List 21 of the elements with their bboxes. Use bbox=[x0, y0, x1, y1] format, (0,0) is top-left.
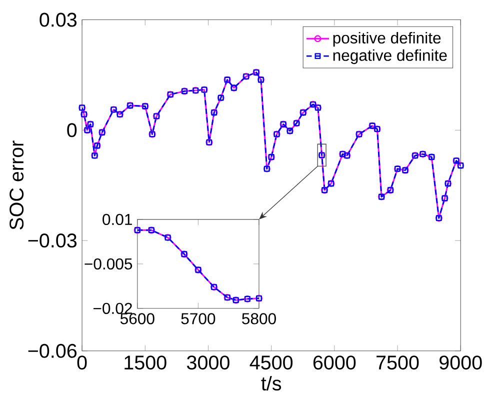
x-tick-label: 0 bbox=[77, 355, 87, 370]
x-tick-label: 5700 bbox=[181, 312, 216, 324]
x-tick-label: 9000 bbox=[440, 355, 482, 370]
legend-label: positive definite bbox=[333, 32, 441, 47]
legend-label: negative definite bbox=[333, 49, 447, 64]
y-tick-label: −0.02 bbox=[94, 302, 132, 314]
y-tick-label: 0.01 bbox=[102, 214, 132, 225]
x-tick-label: 7500 bbox=[376, 355, 419, 370]
x-tick-label: 3000 bbox=[186, 355, 230, 370]
y-tick-label: −0.06 bbox=[28, 344, 77, 358]
x-tick-label: 5800 bbox=[242, 312, 276, 324]
x-tick-label: 6000 bbox=[313, 355, 356, 370]
x-axis-title: t/s bbox=[261, 376, 282, 390]
y-tick-label: −0.005 bbox=[84, 258, 132, 270]
y-axis-title: SOC error bbox=[10, 140, 24, 230]
x-tick-label: 1500 bbox=[124, 355, 166, 370]
y-tick-label: 0.03 bbox=[40, 12, 77, 27]
y-tick-label: 0 bbox=[67, 122, 77, 137]
x-tick-label: 4500 bbox=[250, 355, 293, 370]
x-tick-label: 5600 bbox=[120, 312, 154, 324]
y-tick-label: −0.03 bbox=[28, 233, 77, 248]
